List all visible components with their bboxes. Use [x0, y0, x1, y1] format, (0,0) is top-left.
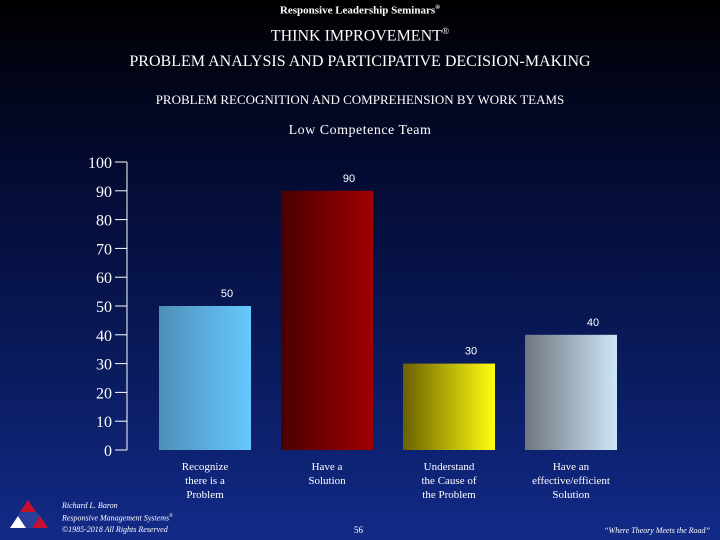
x-axis-labels: Recognize there is a Problem Have a Solution… [182, 461, 610, 501]
x-category-label: the Problem [422, 489, 476, 501]
y-tick-label: 40 [96, 328, 112, 345]
footer-company: Responsive Management Systems® [62, 513, 173, 523]
x-category-label: effective/efficient [532, 475, 610, 487]
x-category-label: there is a [185, 475, 225, 487]
y-tick-label: 30 [96, 357, 112, 374]
y-axis: 0 10 20 30 40 50 60 70 80 90 100 [88, 155, 128, 460]
x-category-label: Solution [552, 489, 590, 501]
y-tick-label: 90 [96, 184, 112, 201]
chart-title: Low Competence Team [288, 123, 432, 138]
y-tick-label: 20 [96, 385, 112, 402]
y-tick-label: 80 [96, 213, 112, 230]
y-tick-label: 100 [88, 155, 112, 172]
seminar-title: Responsive Leadership Seminars® [279, 4, 441, 17]
bar-value-label: 40 [587, 317, 599, 329]
footer-author: Richard L. Baron [62, 501, 118, 510]
bar-1 [159, 306, 251, 450]
x-category-label: Problem [186, 489, 224, 501]
bar-2 [281, 190, 373, 451]
bar-value-label: 30 [465, 346, 477, 358]
bars: 50 90 30 40 [159, 173, 617, 451]
bar-3 [403, 363, 495, 450]
bar-value-label: 90 [343, 173, 355, 185]
x-category-label: the Cause of [422, 475, 477, 487]
y-tick-label: 60 [96, 270, 112, 287]
footer-tagline: “Where Theory Meets the Road” [604, 526, 710, 535]
y-tick-label: 0 [104, 443, 112, 460]
footer-credits: Richard L. Baron Responsive Management S… [62, 500, 173, 535]
x-category-label: Solution [308, 475, 346, 487]
x-category-label: Recognize [182, 461, 229, 473]
x-category-label: Understand [424, 461, 475, 473]
page-number: 56 [354, 525, 363, 535]
y-tick-label: 70 [96, 241, 112, 258]
bar-value-label: 50 [221, 288, 233, 300]
main-title: THINK IMPROVEMENT® [270, 26, 450, 45]
footer-copyright: ©1985-2018 All Rights Reserved [62, 524, 168, 534]
company-logo-icon [10, 500, 48, 528]
x-category-label: Have an [553, 461, 590, 473]
y-tick-label: 10 [96, 414, 112, 431]
section-title: PROBLEM RECOGNITION AND COMPREHENSION BY… [155, 92, 565, 107]
subtitle: PROBLEM ANALYSIS AND PARTICIPATIVE DECIS… [129, 53, 591, 70]
bar-4 [525, 334, 617, 450]
y-tick-label: 50 [96, 299, 112, 316]
x-category-label: Have a [312, 461, 343, 473]
